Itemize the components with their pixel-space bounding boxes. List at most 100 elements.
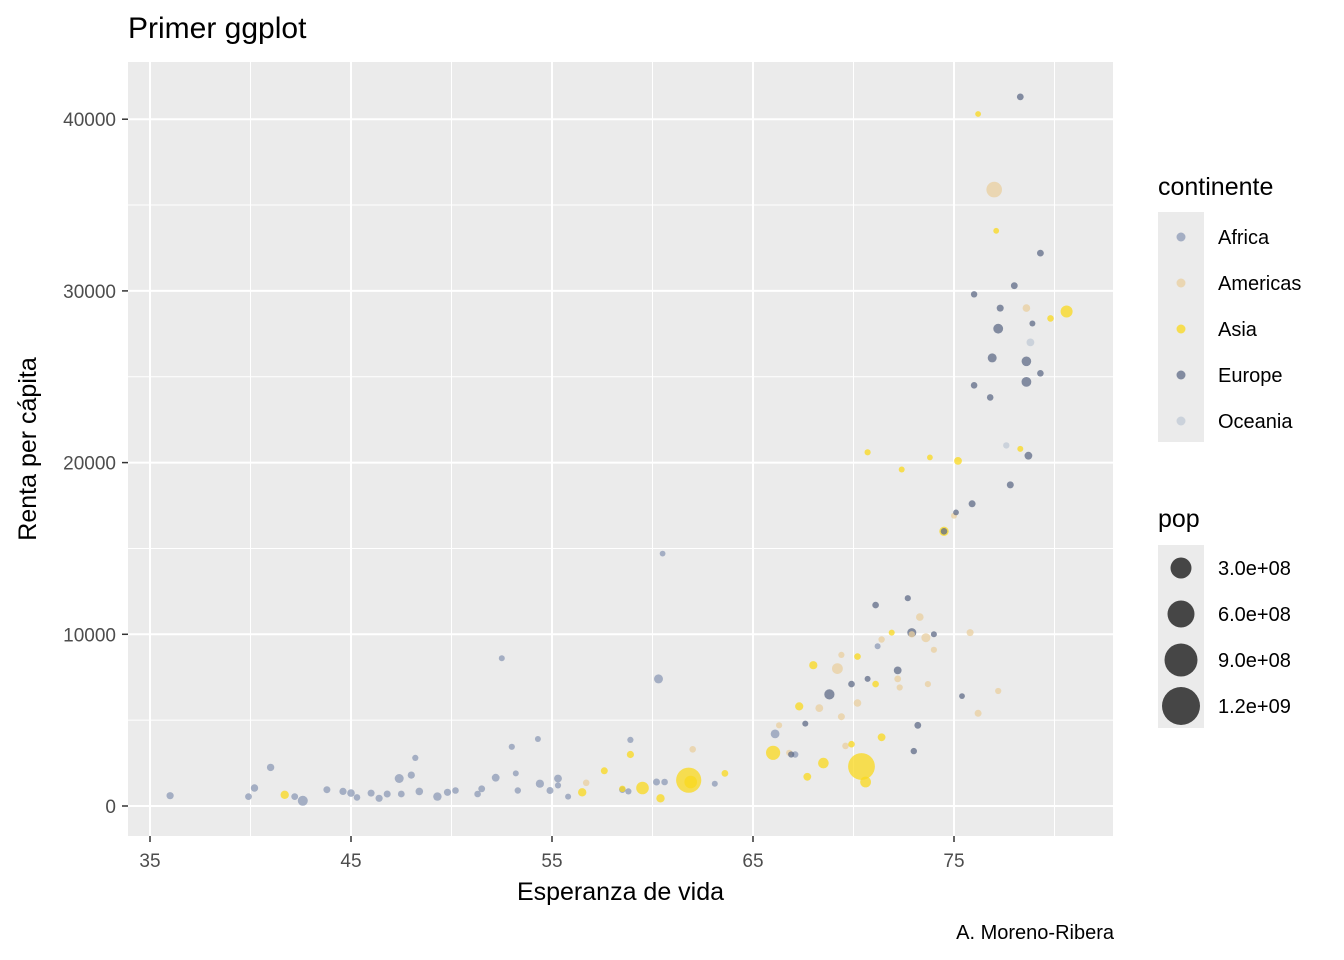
- point-africa: [433, 792, 442, 801]
- grid-lines: [128, 62, 1113, 836]
- point-africa: [554, 774, 562, 783]
- point-oceania: [1026, 338, 1035, 347]
- point-americas: [986, 181, 1002, 198]
- point-africa: [297, 795, 308, 806]
- point-americas: [930, 646, 938, 653]
- y-tick-label: 10000: [63, 625, 116, 646]
- point-africa: [474, 790, 481, 798]
- point-africa: [498, 655, 505, 662]
- legend-key-europe: [1176, 370, 1186, 380]
- point-europe: [1024, 451, 1033, 460]
- point-africa: [452, 787, 459, 794]
- point-europe: [904, 595, 911, 602]
- point-americas: [815, 704, 824, 712]
- point-americas: [842, 742, 849, 750]
- point-europe: [914, 721, 922, 729]
- point-asia: [898, 466, 905, 473]
- point-europe: [1016, 93, 1024, 101]
- point-africa: [291, 793, 299, 800]
- point-americas: [896, 684, 903, 691]
- point-africa: [508, 743, 515, 750]
- point-africa: [367, 789, 375, 797]
- size-legend: pop 3.0e+08 6.0e+08 9.0e+08 1.2e+09: [1158, 505, 1291, 728]
- x-axis-title: Esperanza de vida: [517, 878, 724, 906]
- size-label-2: 6.0e+08: [1218, 604, 1291, 626]
- point-asia: [619, 785, 626, 792]
- size-key-2: [1167, 600, 1195, 628]
- legend-label-oceania: Oceania: [1218, 411, 1293, 433]
- point-africa: [625, 788, 632, 795]
- point-asia: [993, 227, 1000, 234]
- size-key-4: [1162, 687, 1200, 725]
- legend-key-africa: [1176, 232, 1186, 242]
- legend-key-americas: [1176, 278, 1186, 288]
- point-americas: [837, 713, 845, 721]
- point-africa: [323, 786, 331, 794]
- point-asia: [860, 776, 871, 788]
- y-tick-label: 40000: [63, 110, 116, 131]
- point-europe: [1037, 249, 1044, 257]
- point-asia: [684, 775, 697, 789]
- point-americas: [916, 613, 924, 621]
- point-africa: [375, 794, 383, 802]
- legend-key-oceania: [1176, 416, 1186, 426]
- point-africa: [250, 784, 259, 792]
- point-asia: [954, 457, 962, 465]
- point-americas: [838, 651, 845, 659]
- point-americas: [894, 675, 902, 683]
- point-europe: [996, 304, 1004, 312]
- point-europe: [953, 509, 959, 516]
- point-asia: [280, 790, 289, 799]
- point-africa: [565, 793, 572, 800]
- point-africa: [554, 782, 562, 789]
- size-label-3: 9.0e+08: [1218, 650, 1291, 672]
- point-africa: [711, 780, 718, 787]
- legend-key-asia: [1176, 324, 1186, 334]
- point-europe: [970, 291, 978, 298]
- point-europe: [788, 751, 795, 758]
- point-asia: [656, 794, 665, 803]
- point-europe: [848, 680, 855, 688]
- legend-label-asia: Asia: [1218, 319, 1258, 341]
- size-key-3: [1164, 643, 1198, 677]
- point-africa: [491, 773, 500, 782]
- point-asia: [626, 750, 635, 759]
- point-asia: [600, 767, 608, 775]
- point-americas: [1022, 304, 1031, 312]
- point-asia: [848, 740, 855, 748]
- point-europe: [986, 394, 994, 401]
- point-europe: [930, 631, 937, 638]
- point-asia: [854, 653, 861, 660]
- x-tick-label: 65: [742, 851, 763, 872]
- size-label-1: 3.0e+08: [1218, 558, 1291, 580]
- point-africa: [654, 674, 663, 684]
- point-americas: [776, 722, 783, 729]
- point-asia: [888, 629, 895, 636]
- point-europe: [893, 666, 902, 675]
- size-key-1: [1170, 557, 1192, 579]
- point-africa: [397, 790, 405, 798]
- point-asia: [818, 757, 829, 769]
- x-tick-label: 45: [340, 851, 361, 872]
- point-asia: [1060, 305, 1073, 318]
- point-europe: [968, 500, 976, 508]
- point-americas: [832, 663, 843, 674]
- point-asia: [578, 788, 587, 797]
- data-points: [166, 93, 1073, 806]
- size-label-4: 1.2e+09: [1218, 696, 1291, 718]
- point-africa: [535, 779, 545, 788]
- point-europe: [940, 528, 948, 535]
- point-africa: [407, 771, 415, 779]
- point-europe: [802, 720, 809, 727]
- chart-title: Primer ggplot: [128, 12, 307, 45]
- point-africa: [659, 550, 666, 557]
- point-americas: [582, 779, 590, 787]
- point-africa: [478, 785, 486, 793]
- point-africa: [514, 787, 521, 794]
- point-europe: [959, 693, 965, 699]
- point-europe: [872, 601, 879, 609]
- point-europe: [993, 323, 1004, 334]
- color-legend-title: continente: [1158, 173, 1273, 201]
- point-asia: [877, 733, 886, 742]
